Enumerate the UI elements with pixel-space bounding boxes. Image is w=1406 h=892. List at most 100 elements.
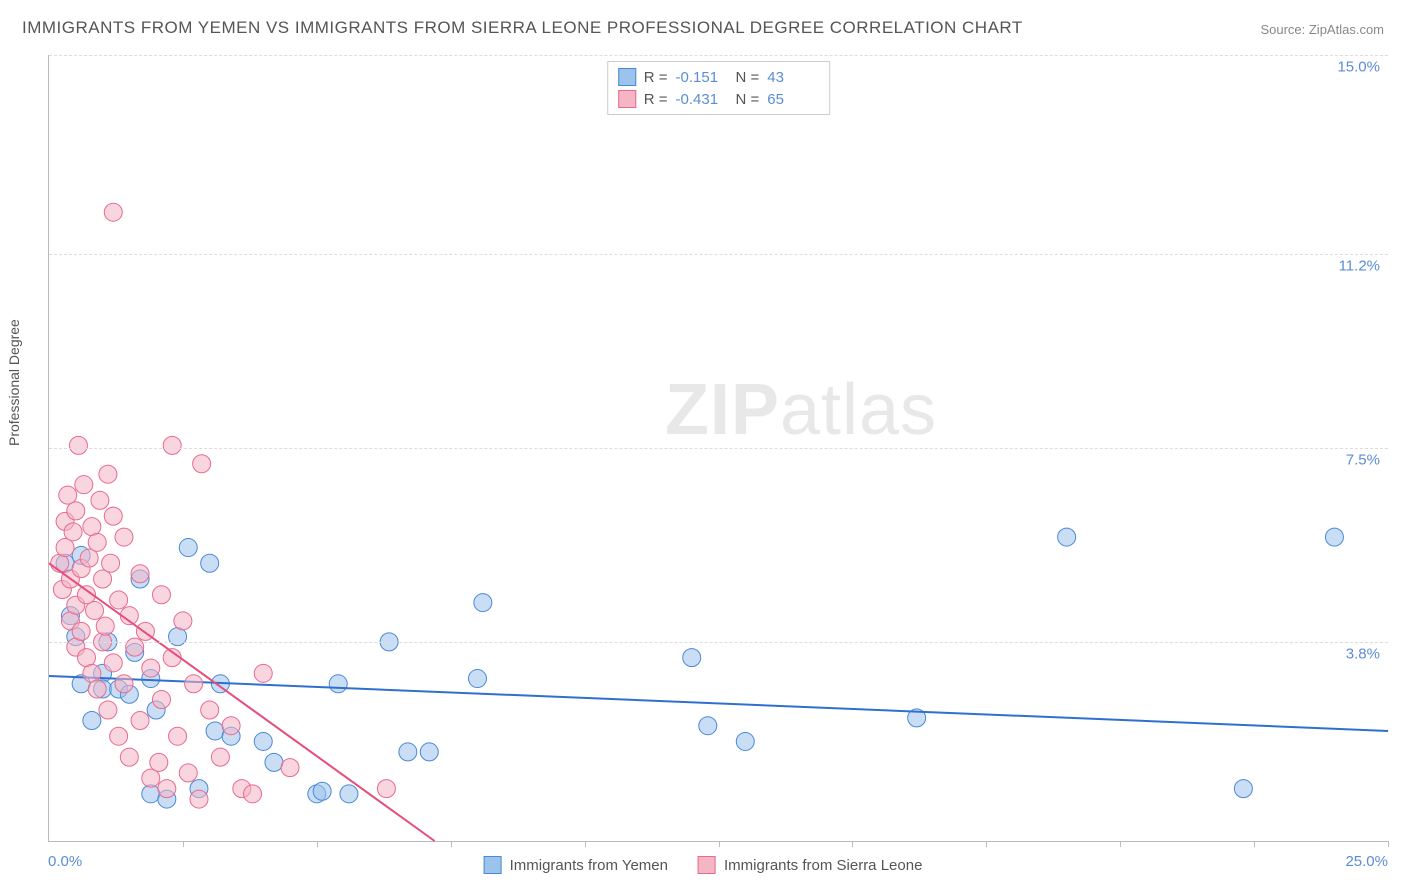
legend-item-series1: Immigrants from Yemen bbox=[484, 856, 668, 874]
legend-label-series1: Immigrants from Yemen bbox=[510, 857, 668, 874]
n-value-series2: 65 bbox=[767, 91, 819, 108]
scatter-point bbox=[683, 649, 701, 667]
scatter-point bbox=[201, 701, 219, 719]
source-attribution: Source: ZipAtlas.com bbox=[1260, 22, 1384, 37]
r-label: R = bbox=[644, 91, 668, 108]
r-label: R = bbox=[644, 69, 668, 86]
x-tick bbox=[183, 841, 184, 847]
scatter-point bbox=[163, 436, 181, 454]
scatter-point bbox=[59, 486, 77, 504]
x-tick bbox=[852, 841, 853, 847]
chart-plot-area: ZIPatlas R = -0.151 N = 43 R = -0.431 N … bbox=[48, 55, 1388, 842]
scatter-point bbox=[110, 591, 128, 609]
scatter-point bbox=[399, 743, 417, 761]
r-value-series1: -0.151 bbox=[676, 69, 728, 86]
scatter-point bbox=[126, 638, 144, 656]
scatter-point bbox=[377, 780, 395, 798]
gridline bbox=[49, 448, 1388, 449]
scatter-point bbox=[179, 539, 197, 557]
chart-title: IMMIGRANTS FROM YEMEN VS IMMIGRANTS FROM… bbox=[22, 18, 1023, 38]
swatch-series1 bbox=[618, 68, 636, 86]
y-axis-label: Professional Degree bbox=[6, 319, 22, 446]
scatter-point bbox=[115, 528, 133, 546]
scatter-point bbox=[150, 753, 168, 771]
scatter-point bbox=[211, 748, 229, 766]
y-tick-label: 7.5% bbox=[1346, 452, 1380, 469]
n-label: N = bbox=[736, 91, 760, 108]
x-tick bbox=[451, 841, 452, 847]
scatter-point bbox=[313, 782, 331, 800]
scatter-point bbox=[91, 491, 109, 509]
legend-swatch-series2 bbox=[698, 856, 716, 874]
scatter-point bbox=[142, 659, 160, 677]
x-tick bbox=[1254, 841, 1255, 847]
scatter-point bbox=[474, 594, 492, 612]
x-tick bbox=[1120, 841, 1121, 847]
scatter-point bbox=[64, 523, 82, 541]
scatter-point bbox=[72, 622, 90, 640]
trend-line bbox=[49, 676, 1388, 731]
x-axis-origin-label: 0.0% bbox=[48, 853, 82, 870]
scatter-point bbox=[80, 549, 98, 567]
scatter-point bbox=[420, 743, 438, 761]
scatter-point bbox=[99, 701, 117, 719]
x-axis-max-label: 25.0% bbox=[1345, 853, 1388, 870]
scatter-point bbox=[56, 539, 74, 557]
scatter-point bbox=[185, 675, 203, 693]
scatter-point bbox=[115, 675, 133, 693]
legend-label-series2: Immigrants from Sierra Leone bbox=[724, 857, 922, 874]
scatter-point bbox=[281, 759, 299, 777]
scatter-point bbox=[131, 565, 149, 583]
y-tick-label: 11.2% bbox=[1339, 258, 1380, 275]
x-tick bbox=[1388, 841, 1389, 847]
gridline bbox=[49, 55, 1388, 56]
scatter-point bbox=[75, 476, 93, 494]
scatter-point bbox=[94, 570, 112, 588]
stats-legend-box: R = -0.151 N = 43 R = -0.431 N = 65 bbox=[607, 61, 831, 115]
scatter-point bbox=[102, 554, 120, 572]
scatter-point bbox=[699, 717, 717, 735]
bottom-legend: Immigrants from Yemen Immigrants from Si… bbox=[484, 856, 923, 874]
x-tick bbox=[986, 841, 987, 847]
stats-row-series1: R = -0.151 N = 43 bbox=[618, 66, 820, 88]
scatter-point bbox=[1058, 528, 1076, 546]
scatter-point bbox=[86, 601, 104, 619]
scatter-point bbox=[1325, 528, 1343, 546]
scatter-point bbox=[1234, 780, 1252, 798]
scatter-point bbox=[96, 617, 114, 635]
scatter-point bbox=[69, 436, 87, 454]
scatter-point bbox=[190, 790, 208, 808]
legend-swatch-series1 bbox=[484, 856, 502, 874]
scatter-point bbox=[468, 670, 486, 688]
scatter-point bbox=[99, 465, 117, 483]
scatter-point bbox=[169, 727, 187, 745]
scatter-point bbox=[222, 717, 240, 735]
scatter-point bbox=[179, 764, 197, 782]
scatter-point bbox=[104, 654, 122, 672]
n-label: N = bbox=[736, 69, 760, 86]
y-tick-label: 3.8% bbox=[1346, 645, 1380, 662]
scatter-point bbox=[254, 664, 272, 682]
scatter-point bbox=[104, 203, 122, 221]
scatter-point bbox=[88, 533, 106, 551]
stats-row-series2: R = -0.431 N = 65 bbox=[618, 88, 820, 110]
scatter-point bbox=[104, 507, 122, 525]
scatter-point bbox=[142, 769, 160, 787]
scatter-point bbox=[193, 455, 211, 473]
legend-item-series2: Immigrants from Sierra Leone bbox=[698, 856, 922, 874]
scatter-point bbox=[110, 727, 128, 745]
n-value-series1: 43 bbox=[767, 69, 819, 86]
gridline bbox=[49, 642, 1388, 643]
swatch-series2 bbox=[618, 90, 636, 108]
x-tick bbox=[585, 841, 586, 847]
scatter-point bbox=[329, 675, 347, 693]
scatter-point bbox=[152, 691, 170, 709]
scatter-point bbox=[254, 732, 272, 750]
x-tick bbox=[719, 841, 720, 847]
scatter-point bbox=[152, 586, 170, 604]
scatter-point bbox=[265, 753, 283, 771]
scatter-point bbox=[158, 780, 176, 798]
scatter-point bbox=[206, 722, 224, 740]
scatter-point bbox=[88, 680, 106, 698]
scatter-point bbox=[174, 612, 192, 630]
